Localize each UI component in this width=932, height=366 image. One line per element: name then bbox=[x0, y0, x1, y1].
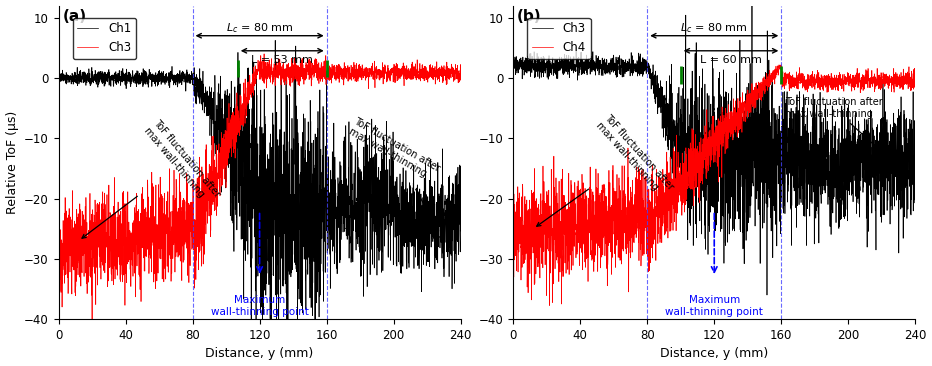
Ch3 bbox=[761, 293, 773, 297]
Ch3 bbox=[662, 112, 673, 116]
Ch1 bbox=[269, 38, 281, 42]
Ch3 bbox=[404, 70, 416, 74]
Ch1 bbox=[123, 79, 134, 84]
Ch1 bbox=[225, 105, 236, 109]
Ch4 bbox=[508, 231, 519, 235]
Ch3 bbox=[508, 55, 519, 59]
Ch3 bbox=[455, 78, 466, 82]
Ch3 bbox=[910, 149, 921, 153]
Ch3 bbox=[99, 243, 110, 247]
Ch1 bbox=[309, 362, 321, 366]
Ch3 bbox=[225, 145, 236, 149]
Ch3 bbox=[902, 171, 913, 175]
Line: Ch3: Ch3 bbox=[59, 54, 460, 320]
Text: L = 60 mm: L = 60 mm bbox=[700, 55, 762, 65]
Legend: Ch1, Ch3: Ch1, Ch3 bbox=[73, 18, 136, 59]
Ch4 bbox=[910, 78, 921, 82]
Ch3 bbox=[679, 145, 691, 150]
Ch4 bbox=[662, 188, 673, 192]
Text: Maximum
wall-thinning point: Maximum wall-thinning point bbox=[211, 295, 308, 317]
Line: Ch4: Ch4 bbox=[514, 65, 915, 306]
Ch1 bbox=[447, 220, 459, 224]
Ch1 bbox=[455, 228, 466, 233]
Ch1 bbox=[404, 180, 416, 185]
Ch3 bbox=[447, 72, 459, 76]
Text: $L_c$ = 80 mm: $L_c$ = 80 mm bbox=[680, 22, 748, 36]
Ch1 bbox=[53, 75, 64, 79]
Ch3 bbox=[258, 52, 269, 56]
Ch4 bbox=[578, 230, 589, 234]
Ch3 bbox=[123, 253, 134, 257]
Text: Maximum
wall-thinning point: Maximum wall-thinning point bbox=[665, 295, 763, 317]
Ch3 bbox=[53, 244, 64, 249]
Ch1 bbox=[99, 75, 110, 80]
X-axis label: Distance, y (mm): Distance, y (mm) bbox=[660, 347, 768, 361]
Ch4 bbox=[554, 269, 565, 274]
X-axis label: Distance, y (mm): Distance, y (mm) bbox=[205, 347, 314, 361]
Text: ToF fluctuation after
max wall-thinning: ToF fluctuation after max wall-thinning bbox=[537, 113, 675, 226]
Ch3 bbox=[858, 141, 870, 145]
Ch4 bbox=[858, 81, 870, 86]
Legend: Ch3, Ch4: Ch3, Ch4 bbox=[528, 18, 591, 59]
Ch4 bbox=[544, 303, 555, 308]
Line: Ch3: Ch3 bbox=[514, 4, 915, 295]
Y-axis label: Relative ToF (μs): Relative ToF (μs) bbox=[6, 111, 19, 214]
Text: L = 53 mm: L = 53 mm bbox=[252, 55, 313, 65]
Ch4 bbox=[902, 70, 913, 74]
Text: ToF fluctuation after
max wall-thinning: ToF fluctuation after max wall-thinning bbox=[347, 116, 442, 231]
Ch1 bbox=[207, 109, 218, 113]
Text: ToF fluctuation after
max wall-thinning: ToF fluctuation after max wall-thinning bbox=[82, 118, 222, 238]
Text: $L_c$ = 80 mm: $L_c$ = 80 mm bbox=[226, 22, 294, 36]
Ch4 bbox=[679, 162, 691, 166]
Ch3 bbox=[207, 202, 218, 207]
Ch4 bbox=[775, 63, 787, 67]
Text: ToF fluctuation after
max wall-thinning: ToF fluctuation after max wall-thinning bbox=[785, 97, 884, 153]
Ch3 bbox=[577, 66, 588, 70]
Line: Ch1: Ch1 bbox=[59, 40, 460, 364]
Text: (b): (b) bbox=[517, 9, 541, 24]
Ch3 bbox=[554, 63, 565, 67]
Text: (a): (a) bbox=[62, 9, 87, 24]
Ch3 bbox=[87, 318, 98, 322]
Ch3 bbox=[747, 2, 758, 7]
